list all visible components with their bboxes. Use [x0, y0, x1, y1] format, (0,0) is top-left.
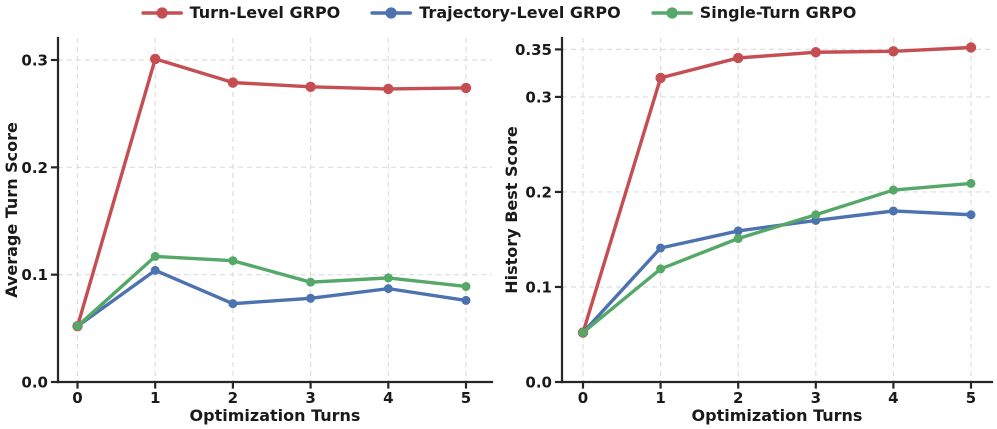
x-tick-label: 5	[461, 389, 471, 407]
x-tick-label: 2	[733, 389, 743, 407]
data-point-marker	[811, 210, 821, 220]
x-axis-label: Optimization Turns	[190, 406, 361, 425]
data-point-marker	[888, 185, 898, 195]
data-point-marker	[73, 321, 82, 331]
tick-labels: 0 1 2 3 4 5 0.0 0.1 0.2 0.3	[21, 52, 471, 407]
data-point-marker	[306, 277, 316, 287]
legend-marker-single-turn-grpo-icon	[650, 6, 693, 19]
data-point-marker	[460, 82, 472, 94]
data-point-marker	[888, 206, 898, 216]
legend-label: Trajectory-Level GRPO	[419, 3, 621, 22]
data-point-marker	[578, 328, 588, 338]
y-tick-label: 0.2	[21, 159, 48, 177]
legend-label: Single-Turn GRPO	[699, 3, 857, 22]
y-tick-label: 0.3	[525, 88, 552, 106]
series-line	[75, 57, 468, 328]
left-chart: 0 1 2 3 4 5 0.0 0.1 0.2 0.3 Optimization Turns Aver…	[2, 36, 494, 425]
series-line	[581, 45, 973, 335]
legend-marker-trajectory-level-grpo-icon	[370, 6, 413, 19]
series-single-turn-grpo	[578, 178, 976, 338]
data-point-marker	[733, 234, 743, 244]
data-point-marker	[227, 77, 239, 88]
data-point-marker	[383, 273, 393, 283]
x-tick-label: 1	[150, 389, 160, 407]
y-tick-label: 0.2	[525, 183, 552, 201]
data-point-marker	[306, 293, 316, 303]
x-tick-label: 0	[578, 389, 588, 407]
x-tick-label: 5	[966, 389, 976, 407]
axes	[554, 36, 994, 389]
data-point-marker	[305, 81, 316, 93]
x-tick-label: 1	[655, 389, 665, 407]
data-point-marker	[733, 52, 744, 64]
data-point-marker	[966, 210, 976, 220]
x-tick-label: 2	[228, 389, 238, 407]
data-point-marker	[655, 72, 666, 84]
legend-item-single-turn-grpo: Single-Turn GRPO	[650, 3, 857, 22]
data-point-marker	[461, 295, 471, 305]
y-tick-label: 0.35	[515, 41, 552, 59]
data-point-marker	[150, 265, 160, 275]
data-point-marker	[150, 251, 160, 261]
legend: Turn-Level GRPO Trajectory-Level GRPO Sing…	[140, 3, 857, 22]
y-tick-label: 0.0	[21, 374, 48, 392]
y-axis-label: Average Turn Score	[2, 122, 21, 298]
series-single-turn-grpo	[73, 251, 471, 331]
x-tick-label: 3	[811, 389, 821, 407]
x-tick-label: 4	[888, 389, 898, 407]
y-tick-label: 0.0	[525, 374, 552, 392]
series-line	[75, 268, 468, 328]
x-tick-label: 0	[72, 389, 82, 407]
data-point-marker	[965, 42, 977, 53]
data-point-marker	[150, 53, 161, 65]
data-point-marker	[656, 243, 666, 253]
y-tick-label: 0.1	[525, 278, 552, 296]
series-line	[581, 209, 973, 335]
data-point-marker	[228, 256, 238, 266]
legend-label: Turn-Level GRPO	[189, 3, 341, 22]
data-point-marker	[383, 83, 394, 95]
data-point-marker	[228, 299, 238, 309]
axes	[50, 36, 494, 389]
tick-labels: 0 1 2 3 4 5 0.0 0.1 0.2 0.3 0.35	[515, 41, 976, 407]
data-point-marker	[733, 226, 743, 236]
x-tick-label: 3	[305, 389, 315, 407]
data-point-marker	[810, 47, 821, 58]
legend-item-turn-level-grpo: Turn-Level GRPO	[140, 3, 341, 22]
data-point-marker	[461, 281, 471, 291]
data-point-marker	[383, 284, 393, 294]
x-axis-label: Optimization Turns	[692, 406, 863, 425]
y-tick-label: 0.1	[21, 266, 48, 284]
series-turn-level-grpo	[577, 42, 977, 338]
series-turn-level-grpo	[72, 53, 472, 332]
series-line	[75, 254, 468, 328]
series-line	[581, 181, 973, 335]
legend-marker-turn-level-grpo-icon	[140, 6, 183, 19]
data-point-marker	[656, 264, 666, 274]
y-tick-label: 0.3	[21, 52, 48, 70]
data-point-marker	[966, 178, 976, 188]
x-tick-label: 4	[383, 389, 393, 407]
right-chart: 0 1 2 3 4 5 0.0 0.1 0.2 0.3 0.35 Optimization Turns…	[502, 36, 994, 425]
gridlines	[58, 38, 492, 382]
gridlines	[562, 38, 992, 382]
data-point-marker	[888, 46, 899, 57]
y-axis-label: History Best Score	[502, 126, 521, 294]
legend-item-trajectory-level-grpo: Trajectory-Level GRPO	[370, 3, 621, 22]
